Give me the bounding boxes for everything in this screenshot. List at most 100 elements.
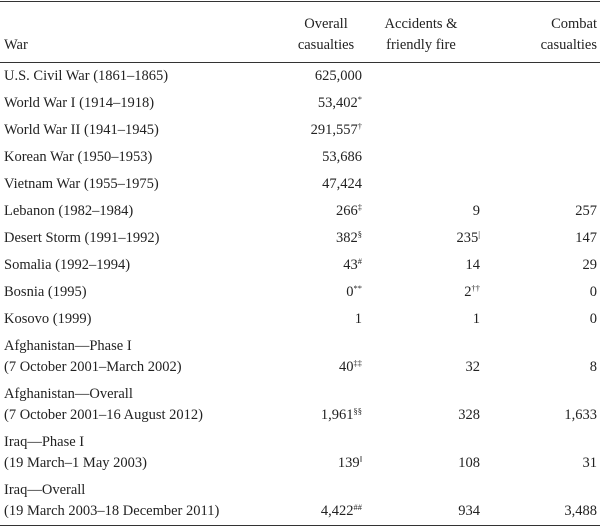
combat-casualties-cell — [480, 63, 600, 91]
overall-casualties: 53,402 — [317, 95, 358, 111]
war-name: Afghanistan—Overall — [4, 386, 133, 402]
footnote-mark: * — [357, 94, 362, 104]
accidents-casualties-cell — [362, 63, 480, 91]
footnote-mark: § — [357, 229, 362, 239]
combat-casualties: 8 — [589, 359, 597, 375]
combat-casualties-cell: 0 — [480, 279, 600, 306]
combat-casualties-wrap: 3,488 — [564, 501, 597, 522]
war-name: World War I (1914–1918) — [4, 95, 155, 111]
war-name: Korean War (1950–1953) — [4, 149, 153, 165]
overall-casualties-cell: 382§ — [290, 225, 362, 252]
war-cell: U.S. Civil War (1861–1865) — [0, 63, 290, 91]
accidents-casualties-wrap: 328 — [458, 405, 480, 426]
overall-casualties: 266 — [336, 203, 358, 219]
table-row: Desert Storm (1991–1992) 382§ 235| 147 — [0, 225, 600, 252]
footnote-mark: | — [478, 229, 480, 239]
combat-casualties-cell: 8 — [480, 333, 600, 381]
table-row: U.S. Civil War (1861–1865) 625,000 — [0, 63, 600, 91]
header-text: casualties — [297, 37, 355, 53]
accidents-casualties-cell — [362, 171, 480, 198]
overall-casualties-wrap: 53,686 — [306, 147, 362, 168]
footnote-mark: ‖ — [359, 454, 362, 464]
overall-casualties: 1 — [354, 311, 362, 327]
war-cell: Desert Storm (1991–1992) — [0, 225, 290, 252]
footnote-mark: ** — [353, 283, 363, 293]
overall-casualties-cell: 40‡‡ — [290, 333, 362, 381]
overall-casualties-cell: 0** — [290, 279, 362, 306]
war-name: Vietnam War (1955–1975) — [4, 176, 159, 192]
overall-casualties: 43 — [343, 257, 358, 273]
combat-casualties-wrap: 147 — [575, 228, 597, 249]
overall-casualties-wrap: 139‖ — [306, 453, 362, 474]
accidents-casualties-cell — [362, 144, 480, 171]
overall-casualties-wrap: 53,402* — [306, 93, 362, 114]
accidents-casualties: 1 — [472, 311, 480, 327]
overall-casualties-cell: 53,402* — [290, 90, 362, 117]
overall-casualties: 47,424 — [322, 176, 362, 192]
overall-casualties-wrap: 1 — [306, 309, 362, 330]
war-cell: Afghanistan—Overall (7 October 2001–16 Au… — [0, 381, 290, 429]
header-text: War — [4, 37, 28, 53]
accidents-casualties: 108 — [458, 455, 480, 471]
war-cell: Lebanon (1982–1984) — [0, 198, 290, 225]
combat-casualties-cell: 0 — [480, 306, 600, 333]
overall-casualties: 0 — [346, 284, 354, 300]
overall-casualties-cell: 291,557† — [290, 117, 362, 144]
overall-casualties-cell: 47,424 — [290, 171, 362, 198]
accidents-casualties-cell: 235| — [362, 225, 480, 252]
table-row: World War II (1941–1945) 291,557† — [0, 117, 600, 144]
combat-casualties: 147 — [575, 230, 597, 246]
combat-casualties-cell — [480, 171, 600, 198]
combat-casualties: 29 — [582, 257, 598, 273]
table-row: Lebanon (1982–1984) 266‡ 9 257 — [0, 198, 600, 225]
footnote-mark: ## — [353, 502, 363, 512]
overall-casualties: 291,557 — [310, 122, 358, 138]
column-header: War — [0, 2, 290, 63]
war-cell: Somalia (1992–1994) — [0, 252, 290, 279]
accidents-casualties: 934 — [458, 503, 480, 519]
war-name: Lebanon (1982–1984) — [4, 203, 134, 219]
table-row: Afghanistan—Phase I (7 October 2001–March… — [0, 333, 600, 381]
overall-casualties: 625,000 — [314, 68, 362, 84]
accidents-casualties-cell: 108 — [362, 429, 480, 477]
footnote-mark: # — [357, 256, 362, 266]
combat-casualties-cell — [480, 144, 600, 171]
accidents-casualties-cell: 934 — [362, 477, 480, 526]
war-name: World War II (1941–1945) — [4, 122, 159, 138]
accidents-casualties-wrap: 235| — [457, 228, 480, 249]
header-row: War Overall casualties Accidents & friendly … — [0, 1, 600, 63]
combat-casualties-wrap: 1,633 — [564, 405, 597, 426]
table-header: War Overall casualties Accidents & friendly … — [0, 1, 600, 63]
table-row: Somalia (1992–1994) 43# 14 29 — [0, 252, 600, 279]
combat-casualties-cell — [480, 117, 600, 144]
combat-casualties: 1,633 — [564, 407, 597, 423]
war-cell: Korean War (1950–1953) — [0, 144, 290, 171]
combat-casualties-cell: 147 — [480, 225, 600, 252]
accidents-casualties: 14 — [465, 257, 481, 273]
war-name: Desert Storm (1991–1992) — [4, 230, 160, 246]
war-cell: Afghanistan—Phase I (7 October 2001–March… — [0, 333, 290, 381]
accidents-casualties-cell — [362, 117, 480, 144]
accidents-casualties-cell: 9 — [362, 198, 480, 225]
overall-casualties-cell: 43# — [290, 252, 362, 279]
accidents-casualties-wrap: 14 — [466, 255, 481, 276]
combat-casualties: 3,488 — [564, 503, 597, 519]
accidents-casualties-wrap: 32 — [466, 357, 481, 378]
overall-casualties-cell: 266‡ — [290, 198, 362, 225]
overall-casualties-wrap: 291,557† — [306, 120, 362, 141]
accidents-casualties-wrap: 1 — [473, 309, 480, 330]
war-name: Bosnia (1995) — [4, 284, 87, 300]
combat-casualties-wrap: 8 — [590, 357, 597, 378]
accidents-casualties: 2 — [464, 284, 472, 300]
accidents-casualties-cell: 1 — [362, 306, 480, 333]
table-row: Korean War (1950–1953) 53,686 — [0, 144, 600, 171]
accidents-casualties-wrap: 9 — [473, 201, 480, 222]
war-name: Iraq—Phase I — [4, 434, 85, 450]
accidents-casualties-cell: 32 — [362, 333, 481, 381]
war-period: (19 March–1 May 2003) — [4, 455, 147, 471]
header-text: Combat — [551, 16, 597, 32]
war-cell: World War II (1941–1945) — [0, 117, 290, 144]
header-text: Overall — [304, 16, 348, 32]
combat-casualties-wrap: 31 — [583, 453, 598, 474]
